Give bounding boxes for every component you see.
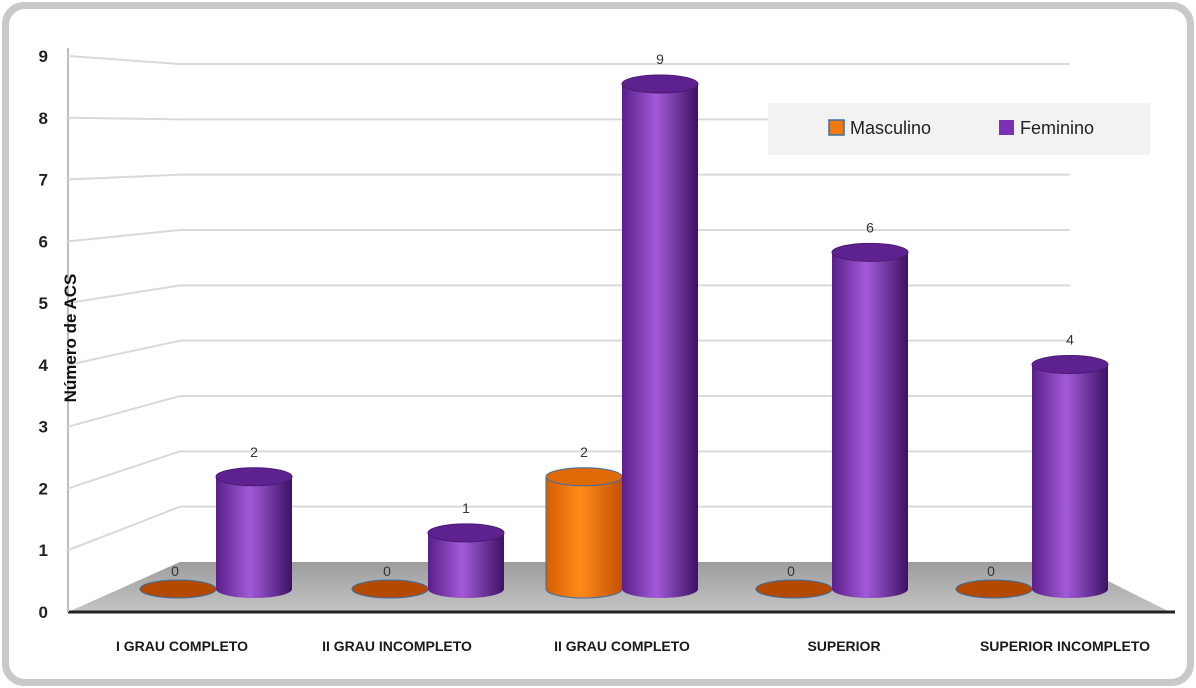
- category-labels: I GRAU COMPLETO II GRAU INCOMPLETO II GRAU…: [116, 638, 1150, 654]
- data-label: 6: [866, 219, 874, 235]
- bar-masculino-2: [351, 579, 429, 599]
- bar-feminino-4: [831, 242, 909, 599]
- y-tick-labels: 0 1 2 3 4 5 6 7 8 9: [39, 47, 49, 622]
- gridline-diagonal: [67, 339, 181, 366]
- y-tick-label: 9: [39, 47, 48, 66]
- data-label: 2: [250, 444, 258, 460]
- bar-feminino-5-body: [1032, 364, 1108, 598]
- bar-feminino-2-body: [428, 532, 504, 598]
- y-tick-label: 2: [39, 479, 48, 498]
- category-label: SUPERIOR INCOMPLETO: [980, 638, 1150, 654]
- bar-feminino-4-body: [832, 252, 908, 599]
- data-label: 1: [462, 500, 470, 516]
- category-label: SUPERIOR: [807, 638, 880, 654]
- y-tick-label: 8: [39, 109, 48, 128]
- bar-feminino-3-body: [622, 84, 698, 598]
- gridline-diagonal: [67, 116, 181, 121]
- y-tick-label: 1: [39, 541, 48, 560]
- category-label: II GRAU COMPLETO: [554, 638, 690, 654]
- bars: [139, 74, 1109, 599]
- bar-masculino-1: [139, 579, 217, 599]
- y-tick-label: 4: [39, 356, 49, 375]
- y-tick-label: 0: [39, 603, 48, 622]
- bar-feminino-4-top: [831, 242, 909, 262]
- gridline-diagonal: [67, 229, 181, 243]
- gridline-diagonal: [67, 55, 181, 65]
- gridline-diagonal: [67, 505, 181, 552]
- gridline-diagonal: [67, 395, 181, 428]
- gridline-diagonal: [67, 284, 181, 305]
- legend: Masculino Feminino: [768, 103, 1150, 155]
- bar-masculino-3-top: [545, 467, 623, 487]
- gridline-diagonal: [67, 450, 181, 490]
- bar-masculino-3: [545, 467, 623, 599]
- bar-feminino-3: [621, 74, 699, 598]
- bar-masculino-5: [955, 579, 1033, 599]
- data-label: 2: [580, 444, 588, 460]
- category-label: II GRAU INCOMPLETO: [322, 638, 472, 654]
- bar-feminino-5-top: [1031, 355, 1109, 375]
- bar-masculino-4: [755, 579, 833, 599]
- legend-label-masculino: Masculino: [850, 118, 931, 138]
- legend-swatch-masculino: [828, 119, 845, 136]
- y-tick-label: 5: [39, 294, 48, 313]
- gridline-diagonal: [67, 173, 181, 181]
- data-label: 0: [987, 563, 995, 579]
- bar-feminino-3-top: [621, 74, 699, 94]
- bar-feminino-1-top: [215, 467, 293, 487]
- data-labels: 0 2 0 1 2 9 0 6 0 4: [171, 51, 1074, 579]
- category-label: I GRAU COMPLETO: [116, 638, 248, 654]
- data-label: 0: [787, 563, 795, 579]
- bar-feminino-5: [1031, 355, 1109, 598]
- data-label: 4: [1066, 332, 1074, 348]
- legend-swatch-feminino: [999, 120, 1014, 135]
- y-tick-label: 6: [39, 232, 48, 251]
- legend-label-feminino: Feminino: [1020, 118, 1094, 138]
- data-label: 0: [171, 563, 179, 579]
- bar-feminino-2-top: [427, 523, 505, 543]
- bar-feminino-1: [215, 467, 293, 598]
- bar-masculino-3-body: [545, 476, 623, 599]
- y-tick-label: 3: [39, 418, 48, 437]
- y-axis-title: Número de ACS: [61, 274, 80, 403]
- data-label: 0: [383, 563, 391, 579]
- bar-feminino-1-body: [216, 476, 292, 598]
- bar-feminino-2: [427, 523, 505, 598]
- y-tick-label: 7: [39, 171, 48, 190]
- data-label: 9: [656, 51, 664, 67]
